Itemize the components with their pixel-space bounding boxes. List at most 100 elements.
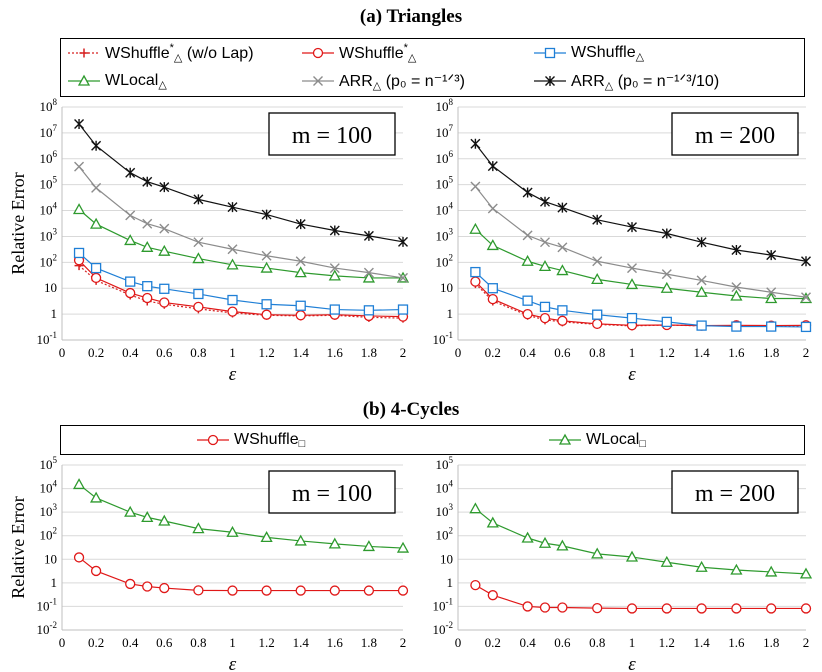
tick-label: 1.4	[293, 345, 310, 360]
data-point	[227, 585, 238, 596]
tick-label: 0.6	[554, 635, 571, 650]
data-point	[142, 281, 153, 292]
tick-label: 10-2	[433, 620, 454, 637]
tick-label: 0.6	[156, 635, 173, 650]
star-marker-icon	[534, 76, 566, 86]
data-point	[556, 539, 569, 551]
data-point	[328, 269, 341, 281]
legend-4-cycles: WShuffle□ WLocal□	[60, 425, 805, 455]
data-point	[295, 219, 306, 230]
tick-label: 1.4	[693, 635, 710, 650]
data-point	[592, 256, 603, 267]
data-point	[765, 565, 778, 577]
data-point	[73, 552, 85, 563]
circle-marker-icon	[197, 434, 229, 446]
tick-label: 0.6	[156, 345, 173, 360]
data-point	[260, 531, 273, 543]
data-point	[142, 176, 153, 187]
x-marker-icon	[302, 76, 334, 86]
data-point	[592, 214, 603, 225]
data-point	[521, 531, 534, 543]
annotation-box	[671, 470, 799, 514]
data-point	[592, 318, 603, 330]
series-wshuffle_nolap	[74, 261, 408, 323]
series-line	[78, 252, 404, 311]
data-point	[193, 237, 204, 248]
x-axis-label: ε	[628, 364, 636, 385]
data-point	[159, 582, 170, 594]
series-line	[78, 556, 403, 592]
series-line	[78, 265, 404, 319]
data-point	[363, 305, 375, 316]
section-title-triangles: (a) Triangles	[359, 6, 463, 27]
data-point	[557, 602, 568, 613]
tick-label: 102	[40, 526, 58, 543]
data-point	[362, 540, 376, 552]
data-point	[469, 502, 482, 514]
data-point	[363, 267, 374, 278]
annotation-box	[268, 112, 396, 156]
data-point	[660, 281, 673, 293]
data-point	[91, 182, 102, 193]
data-point	[90, 565, 102, 577]
data-point	[799, 567, 813, 579]
series-line	[78, 123, 404, 243]
data-point	[329, 304, 340, 315]
data-point	[487, 283, 498, 294]
data-point	[731, 244, 742, 255]
tick-label: 0.4	[122, 345, 139, 360]
legend-label: WLocal△	[105, 71, 167, 91]
tick-label: 0.8	[190, 345, 206, 360]
data-point	[661, 603, 672, 614]
data-point	[626, 603, 638, 614]
data-point	[556, 264, 569, 276]
legend-item-wshuffle_sq: WShuffle□	[196, 427, 305, 453]
data-point	[397, 304, 409, 315]
data-point	[124, 234, 137, 246]
square-marker-icon	[534, 47, 566, 59]
data-point	[90, 262, 102, 274]
data-point	[522, 230, 533, 241]
data-point	[192, 522, 205, 534]
chart-panel-b-left: 10-2 10-1 1 10 102 103 104 105 0 0.2 0.4 0.6 0.8 1 1.2…	[8, 455, 410, 672]
tick-label: 10	[44, 551, 57, 566]
data-point	[557, 305, 568, 316]
data-point	[540, 196, 550, 207]
tick-label: 2	[803, 345, 810, 360]
tick-label: 0	[455, 635, 462, 650]
data-point	[730, 563, 743, 575]
tick-label: 104	[436, 201, 454, 218]
legend-item-wshuffle_nolap: WShuffle*△ (w/o Lap)	[67, 40, 254, 66]
tick-label: 1.8	[763, 345, 779, 360]
series-wshuffle_sq	[73, 552, 409, 596]
data-point	[328, 537, 341, 549]
data-point	[124, 505, 137, 517]
series-wshuffle_nolap	[470, 279, 811, 331]
data-point	[73, 247, 85, 259]
data-point	[765, 292, 778, 304]
tick-label: 105	[436, 455, 454, 472]
data-point	[660, 555, 673, 567]
series-wlocal_sq	[72, 478, 410, 553]
legend-item-wshuffle: WShuffle△	[533, 40, 644, 66]
tick-label: 105	[436, 175, 454, 192]
series-wshuffle_sq	[470, 579, 812, 614]
data-point	[142, 218, 153, 229]
legend-item-wlocal_sq: WLocal□	[548, 427, 646, 453]
data-point	[329, 585, 340, 596]
data-point	[591, 547, 604, 559]
series-wshuffle	[470, 266, 812, 333]
tick-label: 1	[229, 345, 236, 360]
y-axis-label: Relative Error	[8, 172, 28, 274]
legend-label: WLocal□	[586, 430, 647, 450]
tick-label: 10-1	[433, 596, 454, 613]
data-point	[487, 590, 498, 601]
data-point	[89, 491, 103, 503]
data-point	[592, 602, 603, 614]
tick-label: 10-1	[433, 330, 454, 347]
data-point	[695, 560, 708, 572]
tick-label: 1.6	[728, 345, 745, 360]
data-point	[72, 203, 86, 215]
data-point	[522, 187, 533, 198]
data-point	[329, 225, 340, 236]
